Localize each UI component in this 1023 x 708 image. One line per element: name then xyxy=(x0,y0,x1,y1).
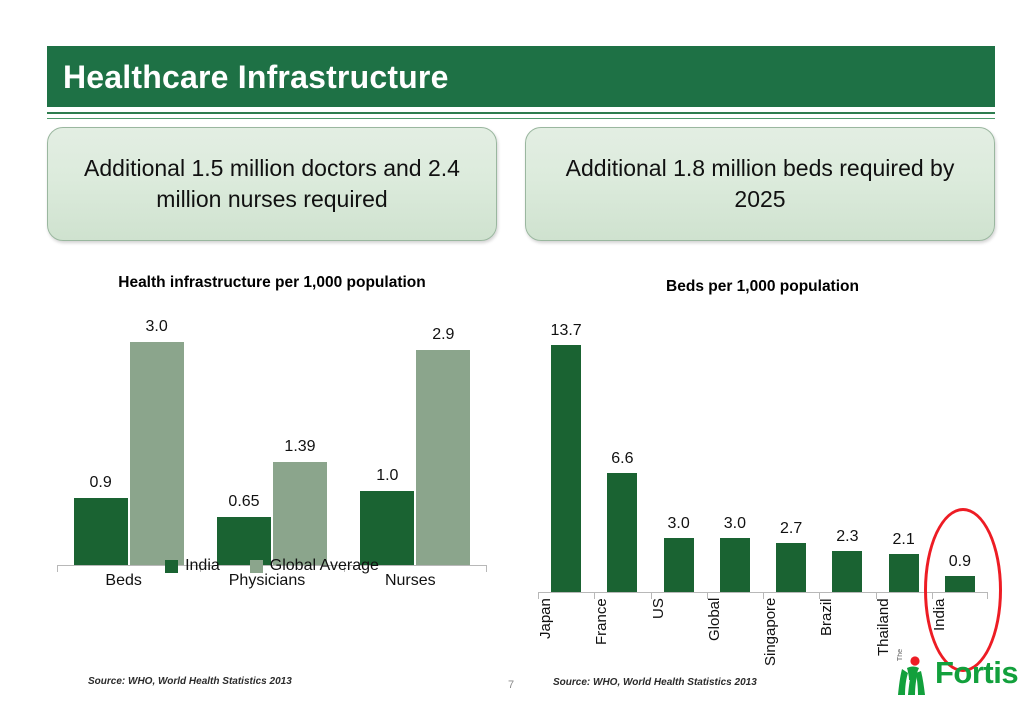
logo-tagline: The xyxy=(897,649,904,662)
legend-label: India xyxy=(185,557,220,574)
page-title: Healthcare Infrastructure xyxy=(63,58,449,95)
bar-value-label: 2.3 xyxy=(836,527,859,545)
legend-item-global-average: Global Average xyxy=(249,557,379,575)
axis-tick xyxy=(763,592,764,599)
source-note-right: Source: WHO, World Health Statistics 201… xyxy=(553,677,757,688)
legend-swatch xyxy=(249,559,263,573)
legend-item-india: India xyxy=(165,557,220,575)
axis-tick xyxy=(594,592,596,599)
axis-tick xyxy=(706,592,708,599)
category-label-brazil: Brazil xyxy=(818,598,836,636)
bar-physicians-global-average xyxy=(273,461,327,565)
bar-beds-india xyxy=(73,498,128,565)
axis-tick xyxy=(650,592,652,599)
chart-left-plot-area: 0.9 3.0 0.65 1.39 1.0 2.9 xyxy=(57,318,487,572)
axis-tick-end xyxy=(486,565,487,572)
fortis-figures-icon xyxy=(898,656,925,695)
bar-global xyxy=(719,538,750,592)
chart-left-axis xyxy=(57,565,487,566)
category-label-france: France xyxy=(593,598,611,645)
chart-right-title: Beds per 1,000 population xyxy=(666,278,859,295)
bar-value-label: 3.0 xyxy=(145,318,168,336)
axis-tick xyxy=(538,592,539,599)
category-label-nurses: Nurses xyxy=(384,572,436,589)
category-label-us: US xyxy=(649,598,667,619)
axis-tick-end xyxy=(57,565,58,572)
bar-value-label: 1.39 xyxy=(284,437,316,455)
bar-value-label: 13.7 xyxy=(550,322,582,340)
bar-value-label: 0.9 xyxy=(948,552,971,570)
category-label-global: Global xyxy=(705,598,723,642)
fortis-logo: The Fortis xyxy=(895,649,1019,701)
callout-right-text: Additional 1.8 million beds required by … xyxy=(565,154,955,212)
axis-tick-end xyxy=(987,592,988,599)
bar-value-label: 0.65 xyxy=(228,492,260,510)
bar-nurses-global-average xyxy=(416,349,471,565)
slide-number: 7 xyxy=(508,679,515,691)
bar-physicians-india xyxy=(217,516,271,565)
bar-value-label: 1.0 xyxy=(376,466,399,484)
bar-beds-global-average xyxy=(129,342,184,565)
chart-left-title: Health infrastructure per 1,000 populati… xyxy=(118,274,426,291)
callout-left-text: Additional 1.5 million doctors and 2.4 m… xyxy=(84,154,460,212)
bar-singapore xyxy=(776,543,807,592)
axis-tick xyxy=(931,592,933,599)
category-label-singapore: Singapore xyxy=(762,598,779,667)
callout-box-beds: Additional 1.8 million beds required by … xyxy=(525,127,995,241)
bar-value-label: 0.9 xyxy=(89,474,112,492)
chart-right-plot-area: 13.7 6.6 3.0 3.0 2.7 2.3 2.1 0.9 xyxy=(538,322,988,599)
axis-tick xyxy=(200,565,202,572)
bar-thailand xyxy=(888,554,919,592)
bar-us xyxy=(663,538,694,592)
logo-wordmark: Fortis xyxy=(935,655,1019,690)
bar-brazil xyxy=(832,550,863,592)
bar-nurses-india xyxy=(360,490,415,565)
callout-box-doctors-nurses: Additional 1.5 million doctors and 2.4 m… xyxy=(47,127,497,241)
legend-swatch xyxy=(165,559,179,573)
slide-title-bar: Healthcare Infrastructure xyxy=(47,46,995,107)
chart-left-legend: India Global Average xyxy=(52,557,492,575)
bar-japan xyxy=(551,345,582,592)
category-label-beds: Beds xyxy=(105,572,142,589)
category-label-physicians: Physicians xyxy=(228,572,306,589)
bar-value-label: 2.1 xyxy=(892,531,915,549)
source-note-left: Source: WHO, World Health Statistics 201… xyxy=(88,676,292,687)
bar-value-label: 3.0 xyxy=(723,515,746,532)
bar-india xyxy=(944,575,975,592)
bar-france xyxy=(607,473,638,592)
axis-tick xyxy=(819,592,821,599)
bar-value-label: 2.7 xyxy=(780,520,803,538)
chart-beds-per-1000: Beds per 1,000 population 13.7 6.6 3.0 3.0 2… xyxy=(530,276,1002,672)
axis-tick xyxy=(875,592,877,599)
bar-value-label: 3.0 xyxy=(667,515,690,532)
bar-value-label: 2.9 xyxy=(432,325,455,343)
bar-value-label: 6.6 xyxy=(611,450,634,468)
axis-tick xyxy=(343,565,345,572)
legend-label: Global Average xyxy=(269,557,379,574)
title-underline-rule xyxy=(47,112,995,119)
category-label-japan: Japan xyxy=(537,598,554,639)
chart-health-infrastructure: Health infrastructure per 1,000 populati… xyxy=(52,272,492,662)
